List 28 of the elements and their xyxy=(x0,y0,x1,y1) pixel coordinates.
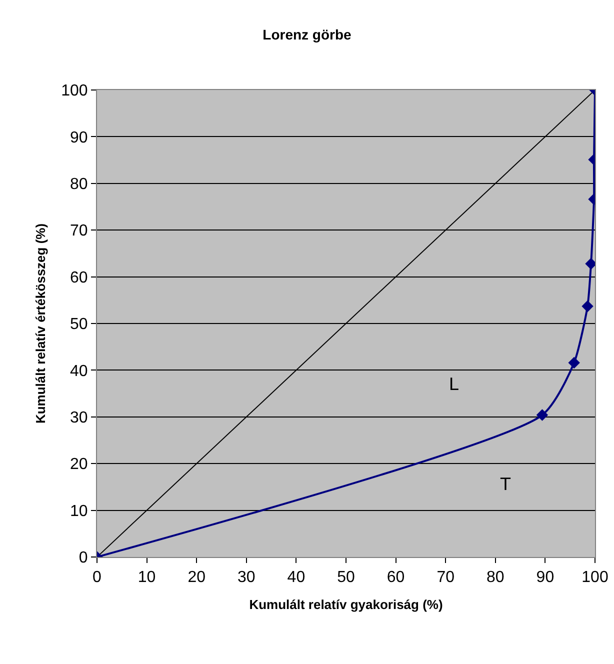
chart-title: Lorenz görbe xyxy=(262,26,352,43)
y-tick-label: 40 xyxy=(70,362,88,380)
x-axis-title: Kumulált relatív gyakoriság (%) xyxy=(249,596,443,612)
y-tick-label: 0 xyxy=(78,550,88,567)
x-tick-label: 30 xyxy=(238,569,256,586)
x-tick-label: 10 xyxy=(138,569,156,586)
point xyxy=(585,258,595,270)
x-tick-label: 20 xyxy=(188,569,206,586)
x-tick-label: 70 xyxy=(436,569,455,586)
y-tick-label: 70 xyxy=(70,222,88,240)
x-tick-label: 40 xyxy=(287,569,306,586)
y-tick-label: 10 xyxy=(70,502,88,520)
x-tick-label: 60 xyxy=(386,569,405,586)
y-tick-label: 90 xyxy=(70,129,88,146)
y-tick-label: 100 xyxy=(61,82,88,100)
x-tick-label: 80 xyxy=(486,569,504,586)
y-axis-title: Kumulált relatív értékösszeg (%) xyxy=(33,223,48,424)
x-tick-label: 50 xyxy=(337,569,355,586)
annotation: L xyxy=(449,374,460,394)
y-tick-label: 50 xyxy=(70,316,88,334)
y-tick-label: 80 xyxy=(70,176,88,193)
y-tick-label: 60 xyxy=(70,269,88,286)
annotation: T xyxy=(500,474,511,494)
x-tick-label: 100 xyxy=(582,569,608,586)
y-tick-label: 20 xyxy=(70,456,88,474)
y-tick-label: 30 xyxy=(70,410,88,426)
x-tick-label: 90 xyxy=(536,569,554,586)
x-tick-label: 0 xyxy=(92,569,102,586)
